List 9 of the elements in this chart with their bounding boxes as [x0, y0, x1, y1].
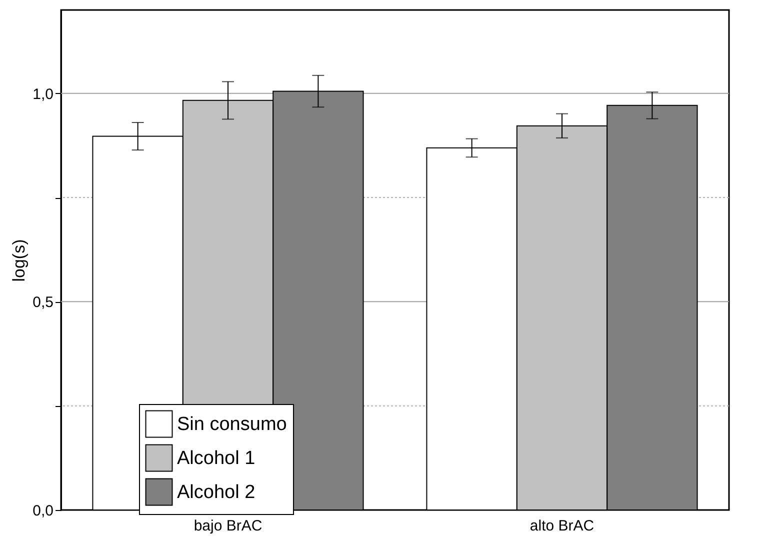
legend-label: Alcohol 2	[177, 482, 256, 503]
y-tick-label: 0,5	[32, 294, 54, 312]
y-axis-title: log(s)	[10, 239, 29, 282]
x-tick-label: bajo BrAC	[194, 518, 262, 534]
legend-label: Sin consumo	[177, 414, 287, 435]
y-tick-label: 0,0	[32, 502, 54, 520]
y-tick-label: 1,0	[32, 86, 54, 103]
x-tick-label: alto BrAC	[530, 518, 594, 534]
legend-label: Alcohol 1	[177, 448, 256, 469]
